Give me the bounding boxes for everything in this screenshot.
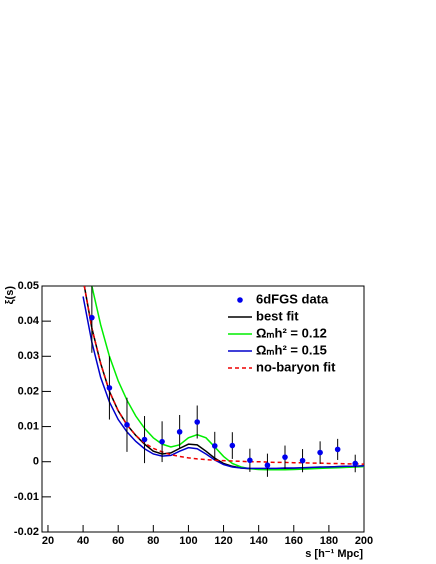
legend-label: Ωₘh² = 0.15	[256, 342, 327, 357]
legend-label: no-baryon fit	[256, 359, 336, 374]
data-point	[352, 460, 359, 467]
legend-marker	[237, 297, 243, 303]
legend-label: best fit	[256, 308, 299, 323]
y-tick-label: -0.01	[14, 491, 39, 503]
curve	[91, 286, 364, 471]
x-axis-label: s [h⁻¹ Mpc]	[305, 548, 363, 560]
curve	[83, 286, 364, 465]
plot-area	[82, 286, 364, 477]
y-tick-label: 0	[33, 456, 39, 468]
y-tick-label: 0.01	[18, 420, 39, 432]
data-point	[124, 422, 130, 428]
data-point	[334, 446, 341, 453]
plot-frame	[41, 285, 365, 533]
x-tick-label: 40	[77, 535, 89, 547]
data-point	[141, 436, 148, 443]
data-point	[159, 438, 165, 445]
x-tick-label: 100	[179, 535, 197, 547]
curve	[82, 296, 364, 470]
x-tick-label: 180	[320, 535, 338, 547]
y-axis-label: ξ(s)	[4, 286, 16, 305]
data-point	[317, 449, 323, 456]
data-point	[194, 419, 201, 425]
x-tick-label: 60	[112, 535, 124, 547]
x-tick-label: 160	[285, 535, 303, 547]
y-tick-label: 0.05	[18, 280, 39, 292]
y-tick-label: -0.02	[14, 526, 39, 538]
x-tick-label: 120	[214, 535, 232, 547]
legend-label: 6dFGS data	[256, 291, 329, 306]
data-point	[282, 454, 288, 460]
y-tick-label: 0.04	[18, 315, 40, 327]
y-tick-label: 0.03	[18, 350, 39, 362]
legend-label: Ωₘh² = 0.12	[256, 325, 327, 340]
data-point	[89, 314, 95, 321]
data-point	[229, 442, 236, 449]
data-point	[299, 457, 306, 464]
x-tick-label: 20	[42, 535, 54, 547]
data-point	[106, 385, 113, 391]
x-tick-label: 200	[355, 535, 373, 547]
data-point	[211, 443, 218, 449]
data-point	[264, 462, 271, 469]
data-point	[247, 457, 253, 464]
x-tick-label: 140	[249, 535, 267, 547]
data-point	[176, 429, 183, 435]
x-tick-label: 80	[147, 535, 159, 547]
y-tick-label: 0.02	[18, 385, 39, 397]
